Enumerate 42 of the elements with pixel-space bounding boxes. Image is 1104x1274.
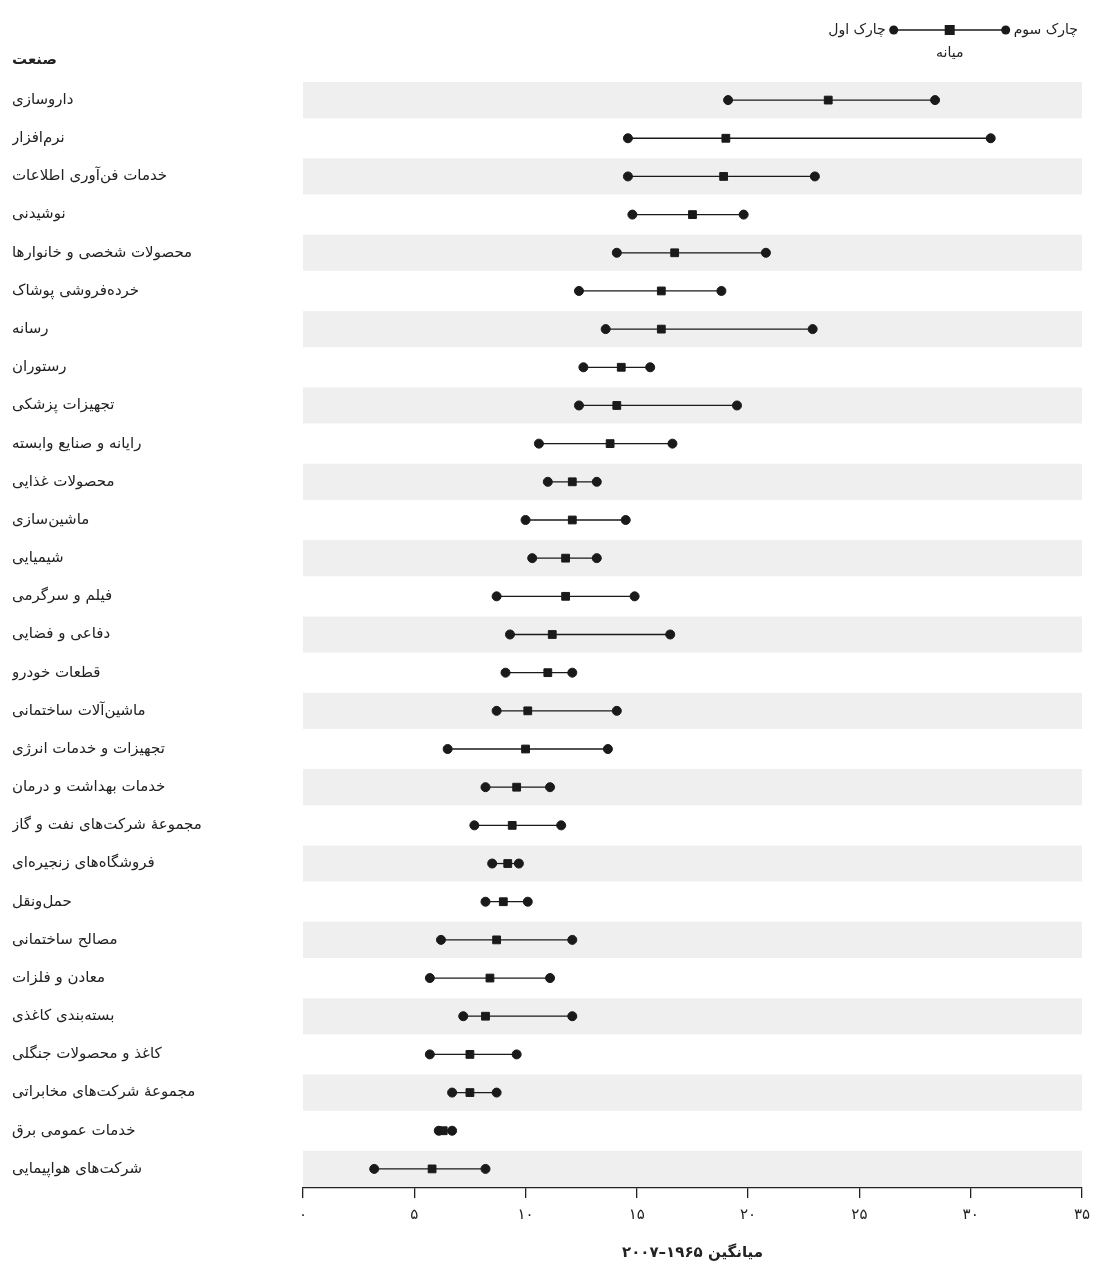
x-tick-label: ۱۵ [628, 1204, 645, 1223]
x-axis-title: میانگین ۱۹۶۵–۲۰۰۷ [621, 1242, 763, 1261]
y-tick-label: خدمات عمومی برق [12, 1120, 136, 1139]
y-tick-label: رستوران [12, 357, 67, 376]
y-tick-label: قطعات خودرو [11, 662, 101, 681]
y-tick-label: خدمات بهداشت و درمان [12, 777, 166, 796]
x-tick-label: ۳۰ [962, 1204, 979, 1223]
y-tick-label: شیمیایی [12, 548, 64, 567]
x-tick-label: ۳۵ [1073, 1204, 1091, 1223]
y-tick-label: بسته‌بندی کاغذی [12, 1006, 115, 1025]
y-tick-label: دفاعی و فضایی [12, 624, 111, 643]
x-tick-label: ۵ [410, 1204, 419, 1223]
legend-label: چارک سوم [1013, 20, 1078, 38]
y-tick-label: مجموعهٔ شرکت‌های نفت و گاز [11, 815, 202, 834]
text: چارک اول [828, 20, 886, 38]
y-tick-label: شرکت‌های هواپیمایی [12, 1158, 143, 1178]
x-tick-label: ۰ [298, 1204, 308, 1223]
y-tick-label: تجهیزات پزشکی [12, 395, 115, 415]
y-tick-label: نرم‌افزار [11, 128, 65, 147]
y-tick-label: نوشیدنی [12, 204, 66, 223]
y-tick-label: فروشگاه‌های زنجیره‌ای [12, 853, 155, 872]
y-axis-title: صنعت [12, 49, 57, 68]
y-tick-label: خرده‌فروشی پوشاک [12, 280, 140, 300]
y-tick-label: تجهیزات و خدمات انرژی [12, 738, 165, 757]
y-tick-label: خدمات فن‌آوری اطلاعات [12, 166, 168, 185]
y-tick-label: محصولات شخصی و خانوارها [12, 242, 193, 261]
x-tick-label: ۲۰ [740, 1204, 757, 1223]
x-tick-label: ۱۰ [517, 1204, 534, 1223]
text: میانه [936, 43, 964, 60]
y-tick-label: محصولات غذایی [12, 471, 115, 490]
x-tick-label: ۲۵ [851, 1204, 868, 1223]
y-tick-label: کاغذ و محصولات جنگلی [12, 1044, 163, 1063]
y-tick-label: رایانه و صنایع وابسته [12, 433, 142, 452]
y-tick-label: فیلم و سرگرمی [12, 586, 113, 605]
y-tick-label: مجموعهٔ شرکت‌های مخابراتی [12, 1082, 196, 1101]
y-tick-label: رسانه [12, 319, 49, 338]
y-tick-label: ماشین‌آلات ساختمانی [12, 700, 146, 719]
y-tick-label: ماشین‌سازی [12, 509, 90, 528]
y-tick-label: داروسازی [12, 89, 74, 108]
y-tick-label: معادن و فلزات [12, 967, 106, 986]
y-tick-label: مصالح ساختمانی [12, 929, 118, 948]
y-tick-label: حمل‌ونقل [12, 891, 72, 910]
